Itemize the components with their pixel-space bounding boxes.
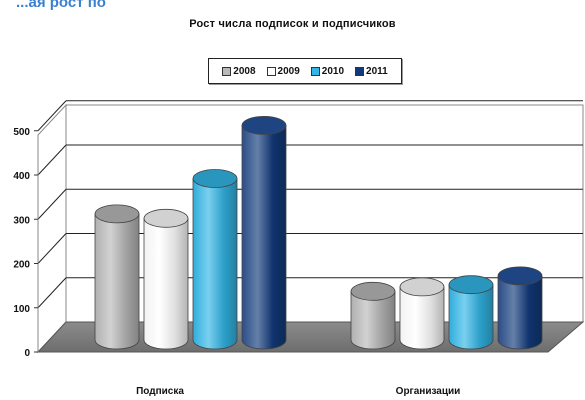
gridline-side	[37, 277, 67, 309]
cylinder-top	[143, 208, 189, 228]
cylinder-top	[241, 115, 287, 135]
legend-swatch-2010	[310, 66, 320, 76]
bar-2011-2	[497, 266, 543, 350]
cylinder-top	[350, 281, 396, 301]
cylinder-body	[192, 178, 238, 350]
y-axis: 0 100 200 300 400 500	[13, 127, 39, 359]
bar-2011-1	[241, 115, 287, 350]
legend-label-2010: 2010	[321, 65, 345, 77]
cylinder-top	[192, 169, 238, 188]
chart-legend: 2008 2009 2010 2011	[208, 58, 402, 84]
x-category-label: Подписка	[136, 386, 184, 397]
bar-2008-1	[94, 204, 140, 350]
bar-2008-2	[350, 281, 396, 350]
y-tick-label: 200	[13, 260, 30, 271]
chart-bars	[94, 115, 543, 350]
y-tick-label: 100	[13, 304, 30, 315]
legend-label-2009: 2009	[277, 65, 300, 77]
gridline-side	[37, 144, 67, 176]
bar-2010-1	[192, 169, 238, 350]
bar-2009-2	[399, 277, 445, 350]
legend-item-2011: 2011	[355, 66, 388, 77]
cylinder-top	[497, 266, 543, 286]
y-tick-label: 500	[13, 127, 30, 138]
cylinder-top	[448, 275, 494, 295]
cylinder-top	[94, 204, 140, 224]
x-axis: Подписка Организации	[136, 386, 460, 397]
cylinder-top	[399, 277, 445, 297]
legend-item-2008: 2008	[222, 65, 256, 77]
legend-item-2010: 2010	[310, 65, 345, 77]
cylinder-body	[241, 124, 287, 350]
y-tick-label: 0	[24, 348, 30, 359]
legend-swatch-2008	[222, 66, 232, 76]
top-caption: ...ая рост по	[16, 0, 106, 11]
cylinder-body	[448, 284, 494, 350]
cylinder-body	[350, 290, 396, 350]
legend-swatch-2009	[266, 66, 276, 76]
legend-label-2011: 2011	[366, 65, 388, 77]
cylinder-body	[143, 217, 189, 350]
legend-label-2008: 2008	[233, 65, 256, 77]
y-tick-label: 300	[13, 215, 30, 226]
cylinder-body	[497, 275, 543, 350]
gridline-side	[37, 188, 67, 220]
side-wall	[37, 103, 67, 354]
legend-item-2009: 2009	[266, 65, 300, 77]
gridline-side	[37, 233, 67, 264]
legend-swatch-2011	[355, 66, 365, 76]
gridline-side	[37, 100, 67, 132]
cylinder-body	[94, 213, 140, 350]
bar-2010-2	[448, 275, 494, 350]
bar-2009-1	[143, 208, 189, 350]
y-tick-label: 400	[13, 171, 30, 182]
x-category-label: Организации	[396, 386, 461, 397]
chart-title: Рост числа подписок и подписчиков	[189, 18, 396, 30]
cylinder-body	[399, 286, 445, 350]
